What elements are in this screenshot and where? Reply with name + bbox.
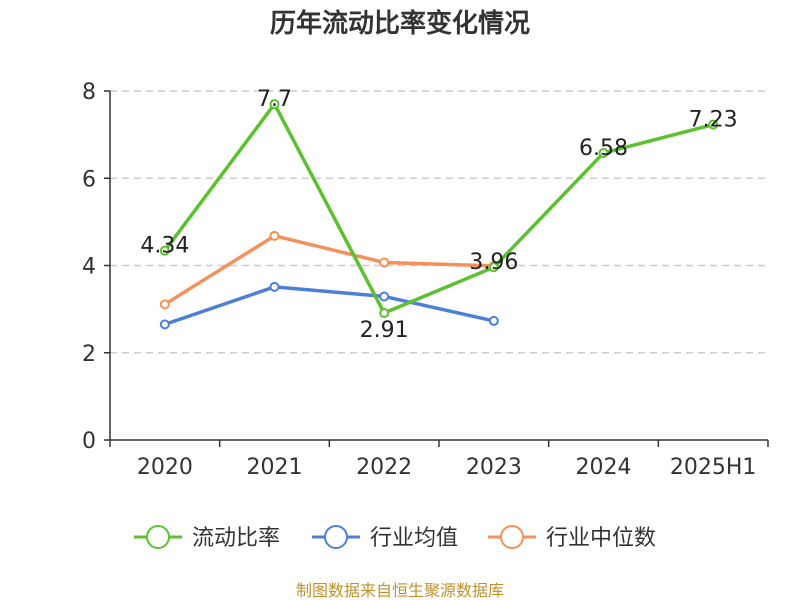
data-point: [159, 319, 170, 330]
x-tick-label: 2020: [137, 455, 193, 480]
series-line-0: [163, 102, 714, 315]
legend-label: 流动比率: [192, 526, 280, 551]
data-label: 6.58: [579, 136, 628, 161]
data-point: [159, 299, 170, 310]
data-label: 3.96: [469, 250, 518, 275]
x-tick-label: 2023: [466, 455, 522, 480]
legend-marker: [324, 525, 348, 549]
legend: 流动比率 行业均值 行业中位数: [134, 525, 656, 551]
data-point: [269, 99, 280, 110]
data-point: [708, 119, 719, 130]
legend-item: 行业均值: [312, 525, 458, 551]
legend-label: 行业均值: [370, 526, 458, 551]
series-line-1: [164, 285, 495, 327]
axes: 0 2 4 6 8 2020 2021 2022 2023 2024 2025H1: [82, 80, 769, 480]
data-label: 7.23: [689, 108, 738, 133]
data-point: [269, 281, 280, 292]
legend-item: 行业中位数: [488, 525, 656, 551]
y-tick-label: 6: [82, 167, 96, 192]
y-tick-label: 0: [82, 429, 96, 454]
grid-lines: [110, 90, 768, 354]
data-label: 4.34: [140, 234, 189, 259]
series-line-2: [163, 234, 494, 306]
data-point: [598, 147, 609, 158]
series-group: [159, 99, 719, 330]
data-point: [488, 315, 499, 326]
data-labels: 4.34 7.7 2.91 3.96 6.58 7.23: [140, 87, 737, 343]
data-point: [488, 262, 499, 273]
data-label: 2.91: [360, 318, 409, 343]
data-point: [159, 245, 170, 256]
y-tick-label: 2: [82, 342, 96, 367]
legend-item: 流动比率: [134, 525, 280, 551]
legend-marker: [146, 525, 170, 549]
data-point: [379, 291, 390, 302]
legend-label: 行业中位数: [546, 526, 656, 551]
x-tick-label: 2024: [576, 455, 632, 480]
y-tick-label: 8: [82, 80, 96, 105]
data-label: 7.7: [257, 87, 292, 112]
x-tick-label: 2025H1: [670, 455, 757, 480]
data-point: [379, 257, 390, 268]
y-tick-label: 4: [82, 255, 96, 280]
data-point: [379, 308, 390, 319]
chart-title: 历年流动比率变化情况: [270, 8, 530, 39]
data-point: [269, 230, 280, 241]
x-tick-label: 2021: [247, 455, 303, 480]
legend-marker: [500, 525, 524, 549]
source-note: 制图数据来自恒生聚源数据库: [296, 581, 504, 600]
x-tick-label: 2022: [356, 455, 412, 480]
